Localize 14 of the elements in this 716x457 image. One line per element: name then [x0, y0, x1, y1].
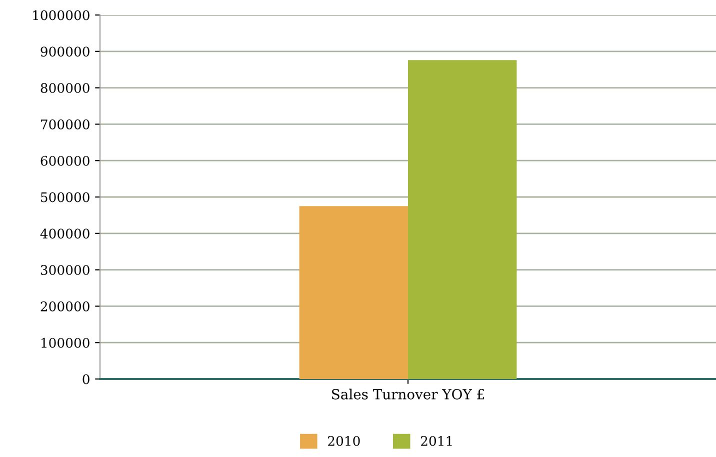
y-tick-label: 600000 — [40, 156, 90, 166]
y-tick-label: 1000000 — [33, 10, 90, 20]
y-tick-label: 500000 — [41, 192, 90, 202]
y-tick-label: 700000 — [41, 119, 90, 130]
y-tick-label: 0 — [82, 374, 90, 384]
y-tick-label: 100000 — [42, 338, 90, 348]
y-tick-label: 300000 — [40, 265, 90, 275]
y-tick-label: 400000 — [40, 228, 90, 239]
y-tick-label: 200000 — [40, 301, 90, 312]
legend-label: 2011 — [420, 436, 452, 446]
y-tick-label: 800000 — [40, 83, 90, 93]
legend-label: 2010 — [328, 436, 360, 446]
x-tick-label: Sales Turnover YOY £ — [332, 388, 484, 400]
y-tick-label: 900000 — [40, 46, 90, 57]
